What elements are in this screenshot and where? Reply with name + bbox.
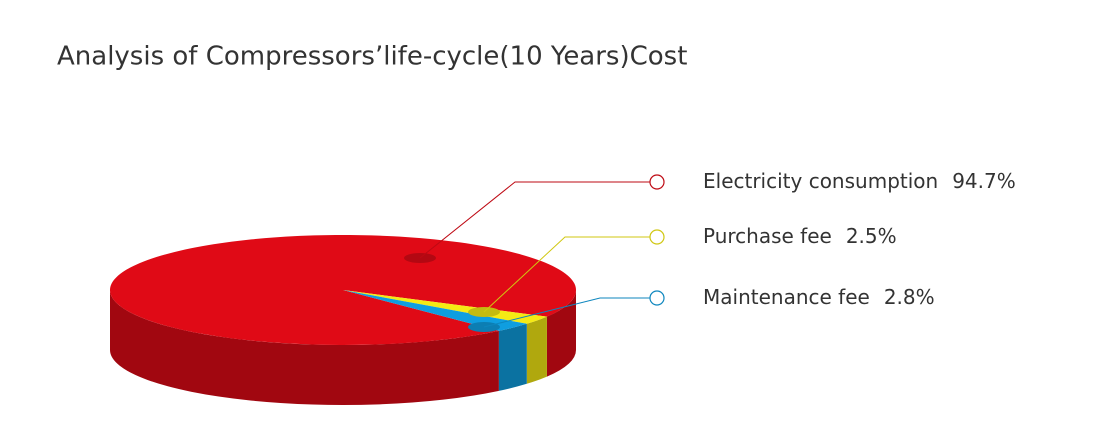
pie-side bbox=[110, 290, 499, 405]
leader-line bbox=[483, 297, 650, 328]
legend-value: 2.8% bbox=[884, 285, 935, 309]
legend-label: Electricity consumption 94.7% bbox=[703, 169, 1016, 193]
legend-label: Maintenance fee 2.8% bbox=[703, 285, 935, 309]
leader-line bbox=[483, 236, 650, 313]
pie-side bbox=[526, 316, 547, 384]
legend-marker bbox=[649, 174, 665, 190]
legend-value: 2.5% bbox=[846, 224, 897, 248]
legend-marker bbox=[649, 229, 665, 245]
leader-line bbox=[419, 181, 650, 259]
legend-marker bbox=[649, 290, 665, 306]
legend-value: 94.7% bbox=[952, 169, 1016, 193]
legend-label: Purchase fee 2.5% bbox=[703, 224, 897, 248]
chart-title: Analysis of Compressors’life-cycle(10 Ye… bbox=[57, 42, 687, 72]
pie-side bbox=[546, 290, 576, 377]
pie-side bbox=[498, 323, 527, 391]
pie-slice bbox=[343, 290, 547, 324]
pie-slice bbox=[343, 290, 527, 331]
legend-name: Purchase fee bbox=[703, 224, 832, 248]
legend-name: Maintenance fee bbox=[703, 285, 870, 309]
pie-slice bbox=[110, 234, 577, 345]
legend-name: Electricity consumption bbox=[703, 169, 938, 193]
